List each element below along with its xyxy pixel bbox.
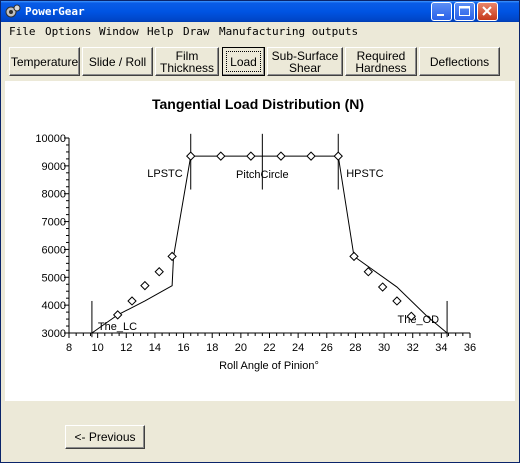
axis-ticks: 8 10 12 14 16 18 20 22 24 26 28 30 32 34 36 3000 4000 500… [35, 133, 476, 354]
data-point-diamond [392, 296, 402, 306]
x-tick-label: 22 [263, 342, 275, 354]
tab-label: Load [230, 54, 257, 69]
x-tick-label: 26 [321, 342, 333, 354]
tab-label: Deflections [429, 54, 490, 69]
close-icon [482, 6, 492, 16]
load-series-line [91, 155, 448, 334]
x-tick-label: 24 [292, 342, 304, 354]
vertical-markers: The_LC LPSTC PitchCircle HPSTC The_OD [91, 133, 448, 338]
data-point-diamond [140, 280, 150, 291]
marker-label-lpstc: LPSTC [147, 168, 183, 180]
marker-label-hpstc: HPSTC [346, 168, 383, 180]
data-point-diamond [377, 282, 388, 292]
y-tick-label: 6000 [42, 244, 66, 256]
tab-required-hardness[interactable]: Required Hardness [345, 47, 417, 76]
x-tick-label: 8 [66, 342, 72, 354]
data-point-diamond [186, 151, 196, 161]
menu-bar: File Options Window Help Draw Manufactur… [1, 22, 519, 41]
menu-window[interactable]: Window [99, 25, 139, 38]
x-axis-label: Roll Angle of Pinion° [219, 360, 319, 372]
x-tick-label: 10 [92, 342, 104, 354]
tab-film-thickness[interactable]: Film Thickness [155, 47, 219, 76]
marker-label-pitchcircle: PitchCircle [236, 169, 289, 181]
data-point-diamond [216, 151, 226, 161]
data-point-diamond [167, 251, 177, 262]
x-tick-label: 18 [206, 342, 218, 354]
title-bar[interactable]: PowerGear [1, 1, 519, 22]
maximize-icon [459, 6, 470, 16]
maximize-button[interactable] [454, 2, 475, 21]
tab-slide-roll[interactable]: Slide / Roll [82, 47, 153, 76]
load-distribution-chart: Tangential Load Distribution (N) 8 10 12 14… [35, 96, 476, 372]
x-tick-label: 14 [149, 342, 161, 354]
y-tick-label: 10000 [35, 133, 66, 145]
tab-temperature[interactable]: Temperature [9, 47, 80, 76]
menu-help[interactable]: Help [147, 25, 174, 38]
data-point-diamond [333, 151, 343, 161]
menu-manufacturing-outputs[interactable]: Manufacturing outputs [219, 25, 359, 38]
x-tick-label: 34 [435, 342, 447, 354]
data-point-diamond [406, 311, 416, 321]
x-tick-label: 28 [349, 342, 361, 354]
tab-sub-surface-shear[interactable]: Sub-Surface Shear [267, 47, 343, 76]
y-tick-label: 5000 [42, 272, 66, 284]
window-title: PowerGear [25, 5, 85, 18]
tab-label: Sub-Surface Shear [271, 48, 339, 75]
y-tick-label: 7000 [42, 217, 66, 229]
menu-draw[interactable]: Draw [183, 25, 210, 38]
tab-label: Film Thickness [159, 48, 215, 75]
menu-file[interactable]: File [9, 25, 36, 38]
tab-deflections[interactable]: Deflections [419, 47, 500, 76]
tab-label: Slide / Roll [88, 54, 147, 69]
marker-label-the_od: The_OD [398, 314, 440, 326]
tab-label: Required Hardness [355, 48, 407, 75]
previous-button-label: <- Previous [74, 430, 136, 444]
x-tick-label: 12 [120, 342, 132, 354]
tab-label: Temperature [10, 54, 79, 69]
x-tick-label: 36 [464, 342, 476, 354]
data-point-diamond [154, 267, 164, 277]
data-point-diamond [276, 151, 286, 161]
previous-button[interactable]: <- Previous [65, 425, 145, 449]
x-tick-label: 30 [378, 342, 390, 354]
tab-load[interactable]: Load [222, 47, 265, 76]
data-point-diamond [363, 267, 374, 277]
minimize-icon [437, 14, 444, 16]
y-tick-label: 3000 [42, 328, 66, 340]
data-point-diamond [306, 151, 316, 161]
x-tick-label: 32 [407, 342, 419, 354]
close-button[interactable] [477, 2, 498, 21]
y-tick-label: 8000 [42, 189, 66, 201]
data-point-diamond [349, 251, 359, 262]
chart-title: Tangential Load Distribution (N) [152, 96, 364, 112]
powergear-app-icon [5, 4, 21, 19]
x-tick-label: 20 [235, 342, 247, 354]
marker-label-the_lc: The_LC [98, 321, 137, 333]
chart-panel: Tangential Load Distribution (N) 8 10 12 14… [5, 81, 515, 401]
menu-options[interactable]: Options [45, 25, 92, 38]
y-tick-label: 9000 [42, 161, 66, 173]
y-tick-label: 4000 [42, 300, 66, 312]
data-point-diamond [112, 310, 123, 320]
minimize-button[interactable] [431, 2, 452, 21]
data-point-diamond [127, 296, 137, 306]
series-load [91, 151, 448, 334]
data-point-diamond [246, 151, 256, 161]
x-tick-label: 16 [177, 342, 189, 354]
